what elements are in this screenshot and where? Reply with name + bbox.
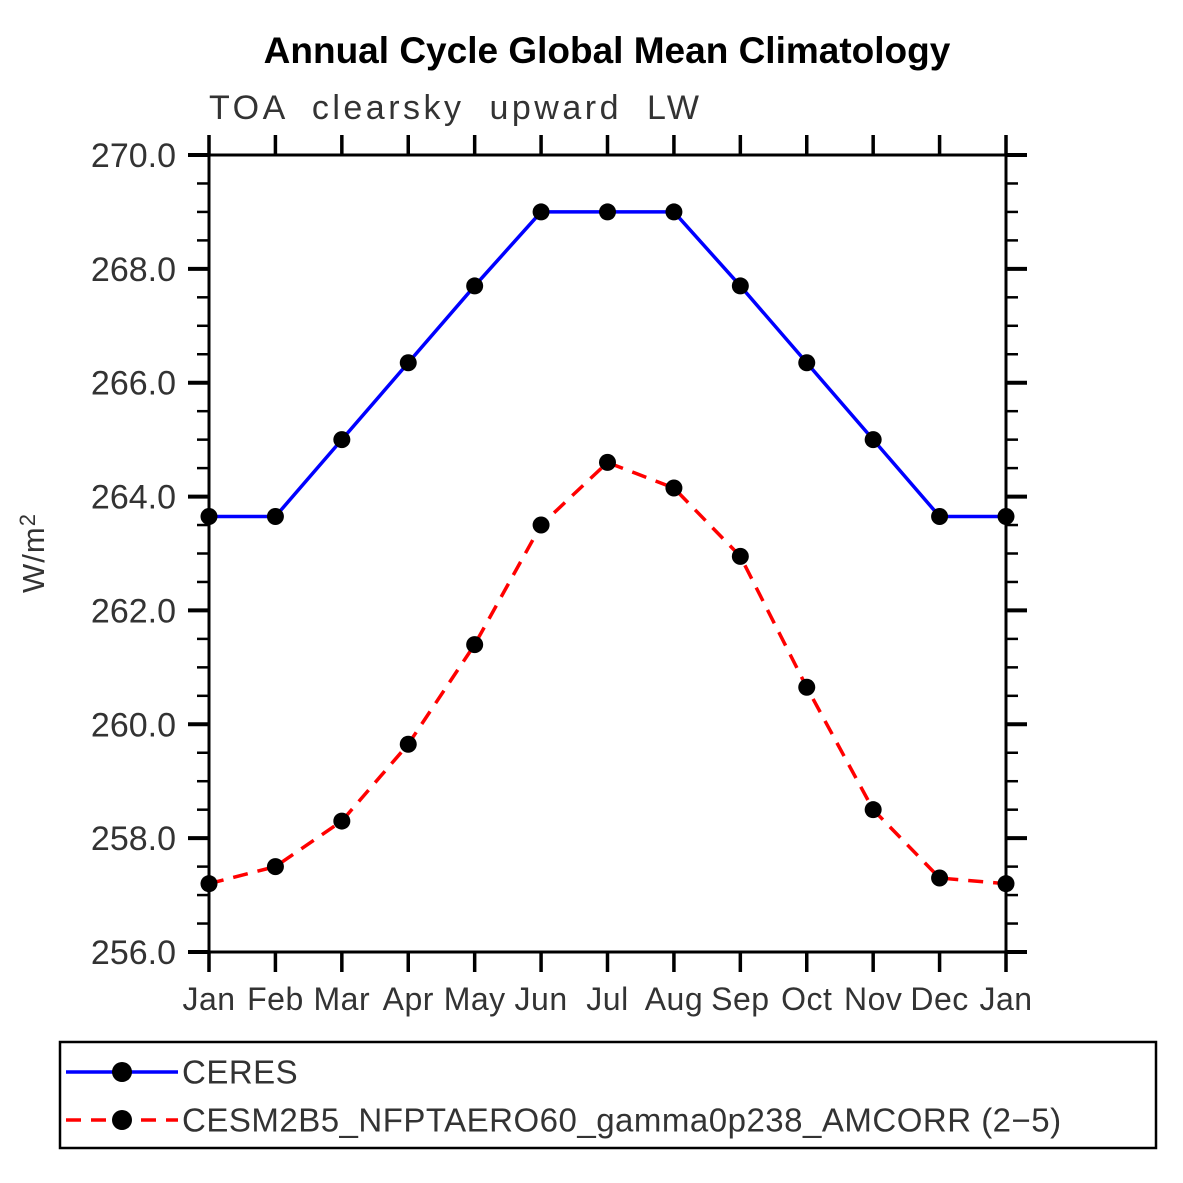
data-point-marker xyxy=(599,453,616,471)
y-axis-tick-label: 262.0 xyxy=(91,592,176,630)
data-point-marker xyxy=(200,507,218,525)
x-axis-month-label: Aug xyxy=(645,981,703,1017)
x-axis-month-label: Jan xyxy=(182,981,235,1017)
x-axis-month-label: Jul xyxy=(586,981,628,1017)
data-point-marker xyxy=(731,547,749,565)
data-point-marker xyxy=(798,678,816,696)
data-point-marker xyxy=(997,875,1015,893)
data-point-marker xyxy=(266,507,284,525)
y-axis-tick-label: 268.0 xyxy=(91,251,176,289)
x-axis-month-label: Mar xyxy=(314,981,371,1017)
data-point-marker xyxy=(798,354,816,372)
y-axis-title: W/m2 xyxy=(15,513,51,593)
x-axis-month-label: Nov xyxy=(844,981,902,1017)
series-line-1 xyxy=(208,460,1007,886)
x-axis-month-label: Oct xyxy=(781,981,832,1017)
data-point-marker xyxy=(864,431,882,449)
legend-label: CESM2B5_NFPTAERO60_gamma0p238_AMCORR (2−… xyxy=(182,1102,1062,1139)
chart-subtitle: TOA clearsky upward LW xyxy=(209,89,702,127)
x-axis-month-label: Feb xyxy=(247,981,304,1017)
y-axis-tick-label: 264.0 xyxy=(91,479,176,517)
data-point-marker xyxy=(333,812,351,830)
legend-entry: CESM2B5_NFPTAERO60_gamma0p238_AMCORR (2−… xyxy=(66,1102,1062,1139)
legend-marker-dot xyxy=(112,1062,132,1082)
x-axis-month-label: Apr xyxy=(383,981,434,1017)
legend-box xyxy=(58,1040,1158,1150)
data-point-marker xyxy=(731,277,749,295)
data-point-marker xyxy=(864,801,882,819)
data-point-marker xyxy=(333,431,351,449)
data-point-marker xyxy=(466,636,484,654)
data-point-marker xyxy=(399,735,417,753)
y-axis-tick-label: 258.0 xyxy=(91,820,176,858)
legend: CERES CESM2B5_NFPTAERO60_gamma0p238_AMCOR… xyxy=(58,1040,1158,1150)
legend-label: CERES xyxy=(182,1054,298,1091)
data-point-marker xyxy=(997,507,1015,525)
data-point-marker xyxy=(665,203,683,221)
y-axis-tick-label: 256.0 xyxy=(91,934,176,972)
data-point-marker xyxy=(931,869,949,887)
data-point-marker xyxy=(466,277,484,295)
data-point-marker xyxy=(532,203,550,221)
plot-series xyxy=(200,203,1015,893)
x-axis-month-label: May xyxy=(444,981,506,1017)
data-point-marker xyxy=(931,507,949,525)
x-axis-month-label: Sep xyxy=(711,981,769,1017)
x-axis-month-label: Dec xyxy=(910,981,968,1017)
legend-entry: CERES xyxy=(66,1054,298,1091)
x-axis-month-label: Jun xyxy=(515,981,568,1017)
data-point-marker xyxy=(665,479,683,497)
y-axis-tick-label: 260.0 xyxy=(91,706,176,744)
x-axis-month-label: Jan xyxy=(979,981,1032,1017)
y-axis-unit-exponent: 2 xyxy=(15,513,40,526)
y-axis-tick-label: 270.0 xyxy=(91,137,176,175)
y-axis-tick-label: 266.0 xyxy=(91,365,176,403)
data-point-marker xyxy=(599,203,616,221)
chart-title: Annual Cycle Global Mean Climatology xyxy=(264,30,951,71)
data-point-marker xyxy=(266,858,284,876)
data-point-marker xyxy=(399,354,417,372)
legend-marker-dot xyxy=(112,1110,132,1130)
axes: 256.0 258.0 260.0 262.0 264.0 266.0 268.0 270.0… xyxy=(91,135,1032,1017)
data-point-marker xyxy=(532,516,550,534)
data-point-marker xyxy=(200,875,218,893)
y-axis-unit-base: W/m xyxy=(16,526,51,593)
plot-frame xyxy=(207,153,1008,954)
